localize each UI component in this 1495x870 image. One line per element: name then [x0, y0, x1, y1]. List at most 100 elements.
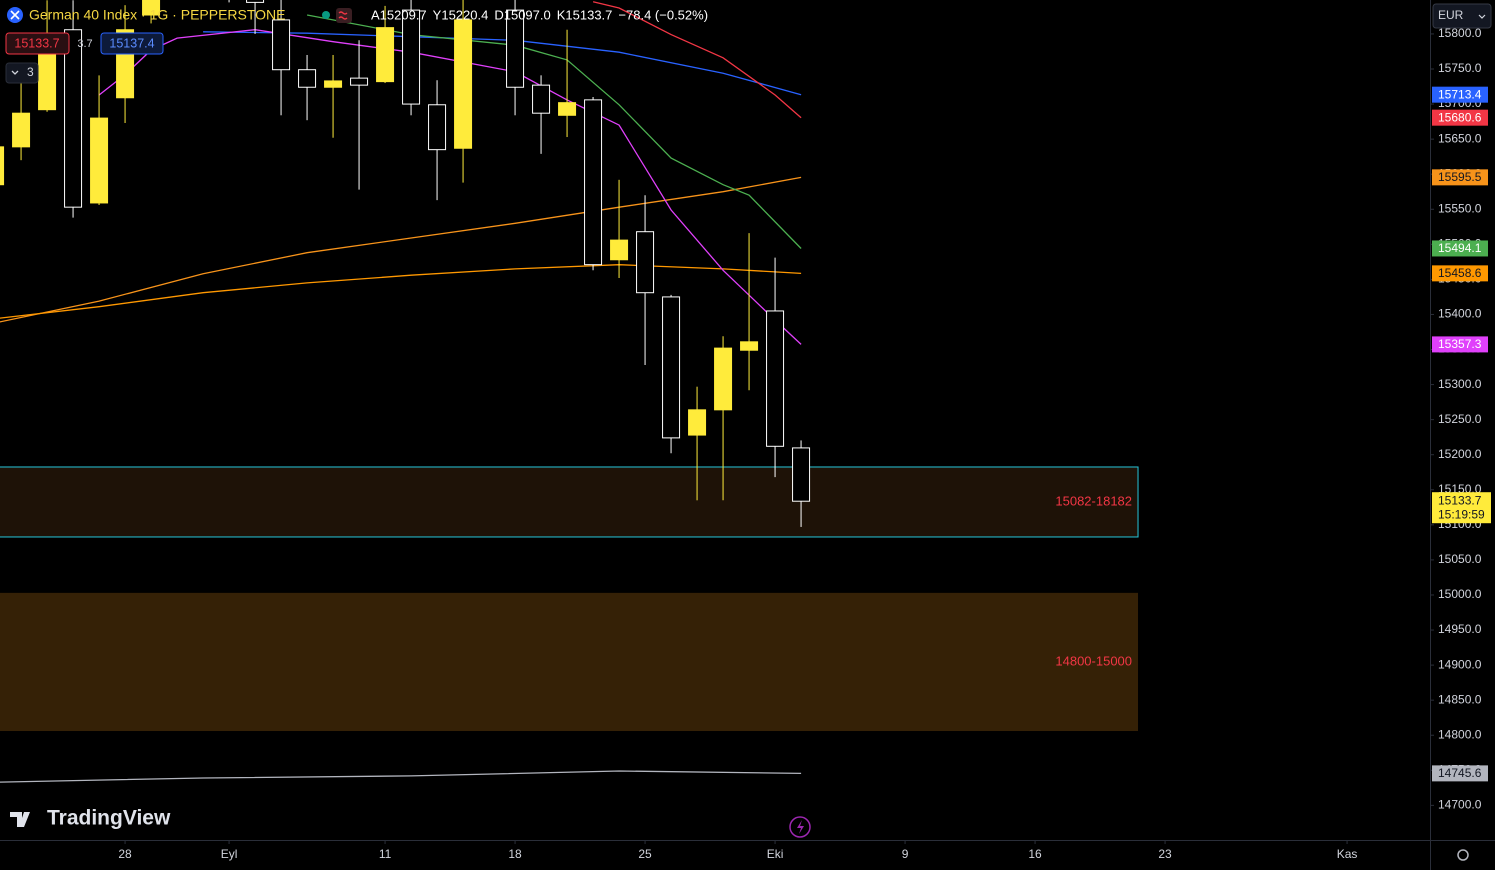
price-badge-label: 14745.6 — [1438, 766, 1482, 780]
price-badge — [1432, 265, 1488, 282]
y-tick-label: 15800.0 — [1438, 26, 1482, 40]
y-tick-label: 14700.0 — [1438, 798, 1482, 812]
data-problem-icon — [336, 8, 352, 23]
y-tick-label: 14900.0 — [1438, 657, 1482, 671]
currency[interactable]: EUR — [1438, 8, 1464, 22]
candle-body — [12, 112, 31, 148]
x-tick-label: 16 — [1028, 847, 1042, 861]
chevron — [1478, 14, 1486, 19]
price-badge — [1432, 336, 1488, 353]
x-tick-label: 23 — [1158, 847, 1172, 861]
ohlc-prefix: D — [494, 7, 503, 22]
price-badges: 15713.4 15680.6 15595.5 15494.1 15458.6 15357… — [1432, 86, 1491, 782]
y-tick-label: 15200.0 — [1438, 447, 1482, 461]
price-badge-label: 15595.5 — [1438, 170, 1482, 184]
y-tick-label: 14950.0 — [1438, 622, 1482, 636]
zone-label: 14800-15000 — [1055, 653, 1132, 668]
ma-line — [306, 14, 802, 249]
candle-body — [90, 117, 109, 204]
candle-body — [714, 347, 733, 411]
candle-body — [454, 19, 473, 149]
x-tick-label: 11 — [379, 847, 392, 861]
candle-body — [636, 231, 655, 294]
y-tick-label: 15250.0 — [1438, 412, 1482, 426]
price-badge — [1432, 169, 1488, 186]
price-axis: 14700.014750.014800.014850.014900.014950… — [1430, 26, 1482, 812]
x-tick-label: 9 — [902, 847, 909, 861]
indicators-toggle[interactable] — [5, 62, 39, 84]
logo-text[interactable]: TradingView — [47, 807, 171, 830]
zone — [0, 592, 1139, 732]
last-price: 15133.7 — [1438, 493, 1482, 507]
y-tick-label: 15750.0 — [1438, 61, 1482, 75]
candle-body — [766, 310, 785, 447]
candle-body — [324, 80, 343, 88]
settings-icon[interactable] — [1457, 849, 1469, 861]
candle-body — [662, 296, 681, 439]
zone-label: 15082-18182 — [1055, 493, 1132, 508]
candle-body — [0, 146, 5, 186]
price-badge-label: 15713.4 — [1438, 87, 1482, 101]
candle-body — [38, 49, 57, 111]
y-tick-label: 15650.0 — [1438, 131, 1482, 145]
symbol-title[interactable]: German 40 Index · 1G · PEPPERSTONE — [29, 7, 286, 23]
ohlc-value: 15097.0 — [504, 7, 551, 22]
chevron — [11, 70, 19, 75]
candle-body — [506, 9, 525, 88]
ma-line — [0, 176, 802, 323]
x-tick-label: Kas — [1337, 847, 1358, 861]
buy-button[interactable] — [100, 32, 164, 55]
plot: 15082-18182 14800-15000 — [0, 0, 1139, 783]
ma-line — [592, 1, 802, 119]
zone — [0, 466, 1139, 538]
y-tick-label: 14850.0 — [1438, 692, 1482, 706]
x-tick-label: Eyl — [221, 847, 238, 861]
countdown: 15:19:59 — [1438, 507, 1485, 521]
indicators-count[interactable]: 3 — [27, 65, 34, 79]
events-glyph — [797, 820, 804, 834]
market-status — [322, 11, 330, 19]
last-price-badge — [1432, 492, 1491, 524]
candle-body — [428, 104, 447, 151]
price-badge — [1432, 765, 1488, 782]
candle-body — [402, 9, 421, 105]
candle-body — [584, 99, 603, 266]
candle-body — [142, 0, 161, 16]
ma-line — [0, 264, 802, 319]
x-tick-label: 25 — [638, 847, 652, 861]
x-tick-label: 18 — [508, 847, 522, 861]
sell-price[interactable]: 15133.7 — [14, 36, 59, 50]
data-problem-glyph — [338, 11, 348, 20]
x-tick-label: 28 — [118, 847, 132, 861]
events-icon[interactable] — [789, 816, 811, 838]
ohlc-value: 15220.4 — [441, 7, 488, 22]
ohlc-value: 15133.7 — [565, 7, 612, 22]
logo-mark — [10, 812, 30, 827]
price-badge-label: 15458.6 — [1438, 266, 1482, 280]
currency-select[interactable] — [1432, 3, 1492, 29]
change: −78.4 (−0.52%) — [618, 7, 708, 22]
y-tick-label: 15000.0 — [1438, 587, 1482, 601]
buy-price[interactable]: 15137.4 — [109, 36, 154, 50]
y-tick-label: 15550.0 — [1438, 201, 1482, 215]
ohlc-values: A 15209.7 Y 15220.4 D 15097.0 K 15133.7 — [371, 7, 612, 22]
symbol-icon-glyph — [10, 10, 20, 20]
y-tick-label: 14800.0 — [1438, 727, 1482, 741]
candle-body — [376, 27, 395, 83]
candle-body — [532, 84, 551, 114]
sell-button[interactable] — [5, 32, 70, 55]
candle-body — [272, 19, 291, 71]
price-badge — [1432, 86, 1488, 103]
ohlc-value: 15209.7 — [380, 7, 427, 22]
candle-body — [350, 77, 369, 86]
candle-body — [792, 447, 811, 502]
ohlc-prefix: A — [371, 7, 380, 22]
y-tick-label: 15050.0 — [1438, 552, 1482, 566]
candle-body — [740, 341, 759, 351]
price-badge — [1432, 240, 1488, 257]
ohlc-prefix: Y — [433, 7, 442, 22]
candle-body — [610, 239, 629, 261]
price-badge-label: 15357.3 — [1438, 337, 1482, 351]
